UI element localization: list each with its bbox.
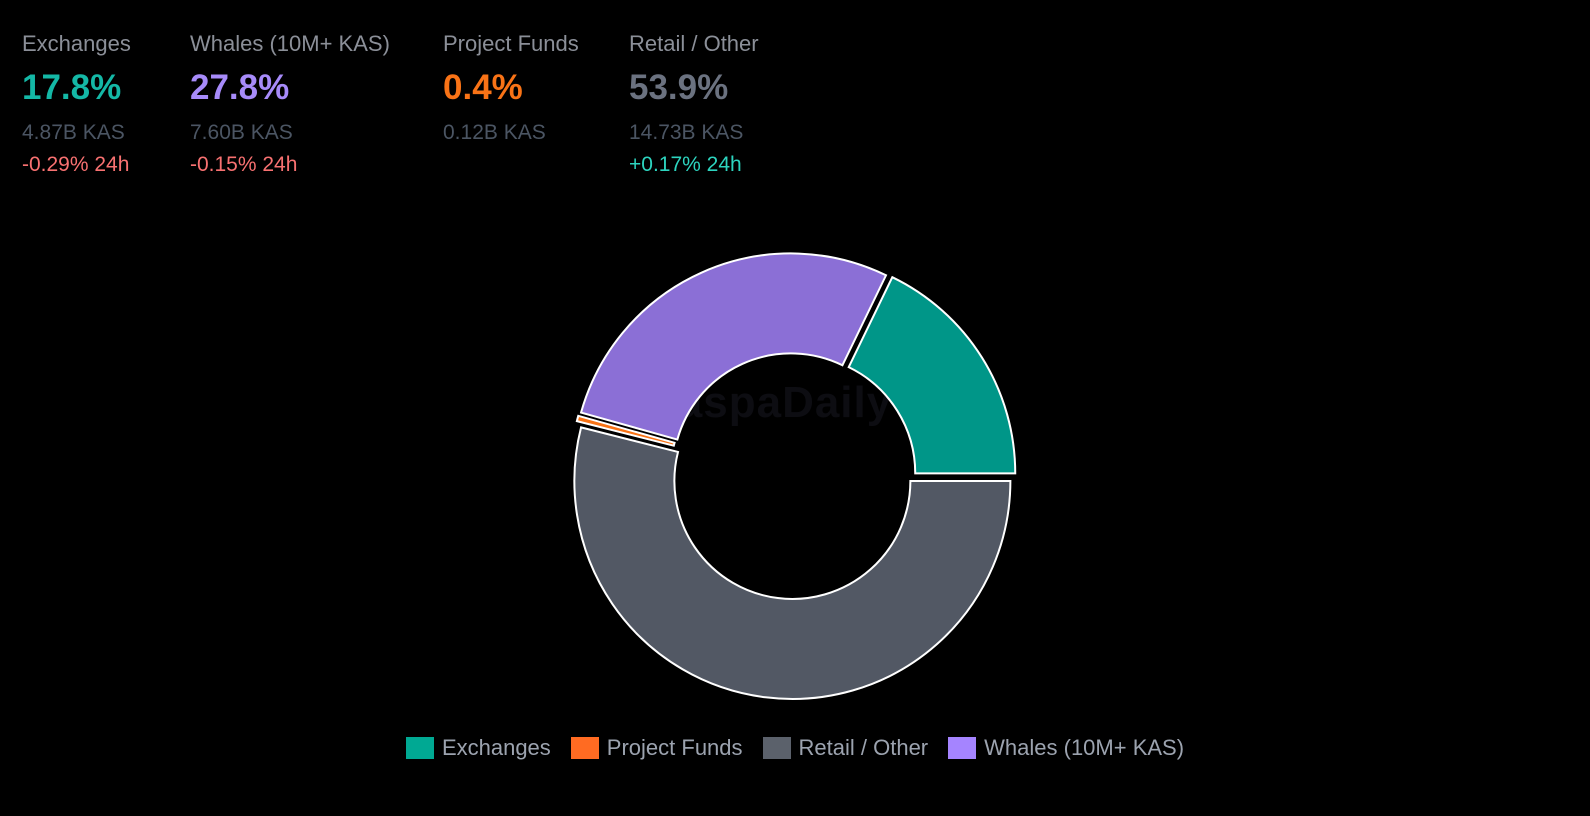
stat-whales: Whales (10M+ KAS) 27.8% 7.60B KAS -0.15%… [190, 30, 443, 178]
chart-legend: Exchanges Project Funds Retail / Other Whal… [0, 734, 1590, 762]
stat-label: Exchanges [22, 31, 131, 56]
stat-change-24h: -0.15% 24h [190, 153, 298, 176]
legend-item-retail-other[interactable]: Retail / Other [762, 734, 929, 762]
stat-change-24h: +0.17% 24h [629, 153, 742, 176]
stat-percentage: 0.4% [443, 68, 523, 107]
stat-percentage: 17.8% [22, 68, 122, 107]
stats-row: Exchanges 17.8% 4.87B KAS -0.29% 24h Wha… [22, 30, 829, 178]
stat-amount: 7.60B KAS [190, 121, 293, 144]
legend-item-project-funds[interactable]: Project Funds [570, 734, 743, 762]
stat-percentage: 27.8% [190, 68, 290, 107]
donut-slice-exchanges[interactable] [847, 275, 1017, 475]
legend-label: Exchanges [441, 735, 551, 760]
stat-exchanges: Exchanges 17.8% 4.87B KAS -0.29% 24h [22, 30, 190, 178]
stat-change-24h: -0.29% 24h [22, 153, 130, 176]
donut-slice-retail-other[interactable] [573, 426, 1012, 700]
stat-amount: 0.12B KAS [443, 121, 546, 144]
legend-label: Project Funds [606, 735, 743, 760]
stat-amount: 4.87B KAS [22, 121, 125, 144]
legend-swatch [948, 737, 977, 759]
stat-label: Project Funds [443, 31, 579, 56]
stat-retail-other: Retail / Other 53.9% 14.73B KAS +0.17% 2… [629, 30, 829, 178]
donut-slice-whales-10m-kas[interactable] [579, 252, 888, 441]
legend-label: Retail / Other [798, 735, 929, 760]
donut-slice-project-funds[interactable] [575, 414, 676, 447]
stat-label: Whales (10M+ KAS) [190, 31, 390, 56]
stat-label: Retail / Other [629, 31, 759, 56]
legend-swatch [405, 737, 434, 759]
stat-percentage: 53.9% [629, 68, 729, 107]
legend-swatch [762, 737, 791, 759]
stat-project-funds: Project Funds 0.4% 0.12B KAS [443, 30, 629, 178]
legend-item-exchanges[interactable]: Exchanges [405, 734, 551, 762]
stat-amount: 14.73B KAS [629, 121, 744, 144]
legend-item-whales-10m-kas[interactable]: Whales (10M+ KAS) [948, 734, 1184, 762]
legend-swatch [570, 737, 599, 759]
legend-label: Whales (10M+ KAS) [984, 735, 1185, 760]
